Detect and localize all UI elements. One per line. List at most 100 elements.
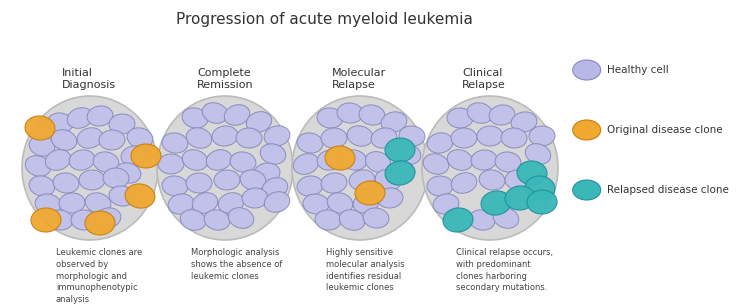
Ellipse shape — [477, 126, 503, 146]
Ellipse shape — [292, 96, 428, 240]
Ellipse shape — [168, 194, 194, 214]
Ellipse shape — [511, 112, 537, 132]
Ellipse shape — [354, 193, 379, 213]
Ellipse shape — [261, 144, 286, 164]
Ellipse shape — [347, 126, 373, 146]
Ellipse shape — [297, 176, 323, 196]
Ellipse shape — [375, 170, 401, 190]
Ellipse shape — [489, 105, 515, 125]
Ellipse shape — [69, 150, 95, 170]
Ellipse shape — [505, 186, 535, 210]
Ellipse shape — [25, 116, 55, 140]
Ellipse shape — [317, 150, 343, 170]
Ellipse shape — [262, 178, 288, 198]
Ellipse shape — [71, 210, 97, 230]
Ellipse shape — [377, 188, 403, 208]
Ellipse shape — [218, 193, 244, 213]
Ellipse shape — [224, 105, 249, 125]
Ellipse shape — [131, 144, 161, 168]
Text: Healthy cell: Healthy cell — [607, 65, 669, 75]
Ellipse shape — [451, 128, 477, 148]
Ellipse shape — [427, 133, 453, 153]
Ellipse shape — [25, 156, 51, 176]
Ellipse shape — [264, 192, 290, 212]
Ellipse shape — [399, 126, 425, 146]
Ellipse shape — [59, 193, 85, 213]
Ellipse shape — [423, 154, 449, 174]
Ellipse shape — [303, 194, 329, 214]
Ellipse shape — [93, 152, 119, 172]
Ellipse shape — [493, 208, 519, 228]
Ellipse shape — [109, 114, 135, 134]
Ellipse shape — [359, 105, 385, 125]
Ellipse shape — [481, 191, 511, 215]
Ellipse shape — [79, 170, 105, 190]
Ellipse shape — [317, 108, 343, 128]
Ellipse shape — [427, 176, 453, 196]
Ellipse shape — [186, 173, 212, 193]
Ellipse shape — [182, 108, 208, 128]
Text: Morphologic analysis
shows the absence of
leukemic clones: Morphologic analysis shows the absence o… — [191, 248, 283, 281]
Ellipse shape — [363, 208, 389, 228]
Ellipse shape — [529, 126, 555, 146]
Ellipse shape — [396, 144, 421, 164]
Ellipse shape — [230, 152, 256, 172]
Text: Clinical
Relapse: Clinical Relapse — [462, 68, 506, 90]
Ellipse shape — [297, 133, 323, 153]
Ellipse shape — [385, 138, 415, 162]
Ellipse shape — [53, 173, 79, 193]
Ellipse shape — [505, 170, 531, 190]
Ellipse shape — [47, 210, 73, 230]
Ellipse shape — [182, 150, 207, 170]
Ellipse shape — [29, 176, 55, 196]
Ellipse shape — [341, 150, 367, 170]
Ellipse shape — [469, 210, 495, 230]
Ellipse shape — [254, 163, 280, 183]
Ellipse shape — [228, 208, 254, 228]
Ellipse shape — [186, 128, 212, 148]
Ellipse shape — [337, 103, 363, 123]
Ellipse shape — [422, 96, 558, 240]
Ellipse shape — [77, 128, 103, 148]
Ellipse shape — [573, 180, 601, 200]
Ellipse shape — [51, 130, 77, 150]
Ellipse shape — [202, 103, 228, 123]
Text: Clinical relapse occurs,
with predominant
clones harboring
secondary mutations.: Clinical relapse occurs, with predominan… — [456, 248, 553, 293]
Ellipse shape — [204, 210, 230, 230]
Ellipse shape — [214, 170, 240, 190]
Ellipse shape — [321, 173, 347, 193]
Text: Molecular
Relapse: Molecular Relapse — [332, 68, 386, 90]
Ellipse shape — [447, 108, 473, 128]
Ellipse shape — [125, 184, 155, 208]
Text: Initial
Diagnosis: Initial Diagnosis — [62, 68, 116, 90]
Ellipse shape — [206, 150, 232, 170]
Ellipse shape — [525, 144, 551, 164]
Ellipse shape — [162, 133, 188, 153]
Ellipse shape — [264, 126, 290, 146]
Ellipse shape — [527, 190, 557, 214]
Ellipse shape — [29, 136, 55, 156]
Ellipse shape — [389, 163, 415, 183]
Ellipse shape — [95, 208, 121, 228]
Ellipse shape — [85, 211, 115, 235]
Ellipse shape — [443, 208, 473, 232]
Ellipse shape — [115, 163, 141, 183]
Ellipse shape — [157, 96, 293, 240]
Ellipse shape — [447, 150, 473, 170]
Ellipse shape — [385, 161, 415, 185]
Ellipse shape — [573, 60, 601, 80]
Ellipse shape — [321, 128, 347, 148]
Ellipse shape — [327, 193, 353, 213]
Ellipse shape — [381, 112, 407, 132]
Ellipse shape — [573, 120, 601, 140]
Ellipse shape — [349, 170, 375, 190]
Ellipse shape — [451, 173, 477, 193]
Ellipse shape — [45, 150, 71, 170]
Ellipse shape — [501, 128, 527, 148]
Ellipse shape — [236, 128, 262, 148]
Ellipse shape — [22, 96, 158, 240]
Ellipse shape — [240, 170, 266, 190]
Ellipse shape — [293, 154, 319, 174]
Ellipse shape — [246, 112, 272, 132]
Text: Leukemic clones are
observed by
morphologic and
immunophenotypic
analysis: Leukemic clones are observed by morpholo… — [56, 248, 142, 304]
